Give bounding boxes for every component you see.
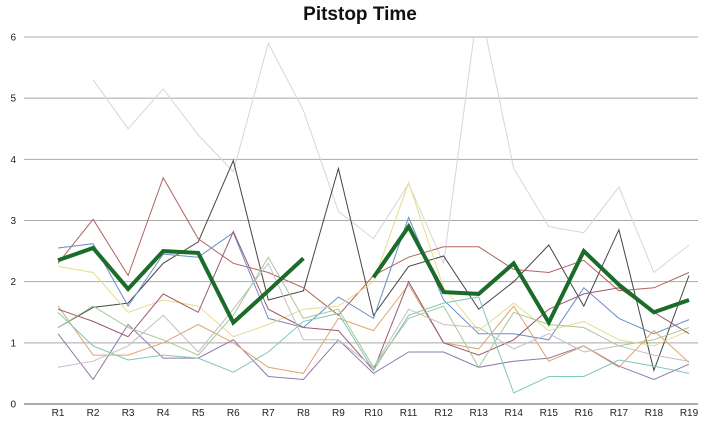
x-tick-label: R3: [122, 408, 135, 419]
series-line-8: [57, 230, 690, 372]
y-tick-label: 0: [10, 400, 16, 411]
x-tick-label: R11: [400, 408, 418, 419]
x-tick-label: R10: [364, 408, 383, 419]
x-tick-label: R6: [227, 408, 240, 419]
grid-layer: [24, 36, 698, 405]
chart-title: Pitstop Time: [303, 4, 417, 25]
x-tick-label: R17: [610, 408, 629, 419]
y-tick-label: 6: [10, 33, 16, 44]
series-line-2: [57, 159, 690, 373]
x-tick-label: R16: [575, 408, 594, 419]
x-tick-label: R1: [52, 408, 65, 419]
series-line-1: [92, 36, 690, 274]
x-tick-label: R8: [297, 408, 310, 419]
y-tick-label: 1: [10, 338, 16, 349]
x-tick-label: R9: [332, 408, 345, 419]
x-tick-label: R2: [87, 408, 100, 419]
series-line-3: [57, 176, 690, 316]
y-tick-label: 3: [10, 216, 16, 227]
x-tick-label: R13: [469, 408, 488, 419]
series-line-5: [57, 216, 690, 341]
axis-layer: 0 1 2 3 4 5 6 R1 R2 R3 R4 R5 R6 R7 R8 R9 R10 R11 R12 R13 R14…: [10, 33, 698, 420]
x-tick-label: R19: [680, 408, 699, 419]
x-tick-label: R12: [434, 408, 453, 419]
series-line-11: [57, 256, 690, 369]
y-tick-label: 2: [10, 277, 16, 288]
y-tick-label: 4: [10, 155, 16, 166]
y-tick-label: 5: [10, 94, 16, 105]
x-tick-label: R5: [192, 408, 205, 419]
x-tick-label: R7: [262, 408, 275, 419]
series-line-9: [57, 296, 690, 394]
series-line-7: [57, 283, 690, 374]
series-line-6: [57, 181, 690, 347]
series-layer: [57, 36, 690, 394]
x-tick-label: R4: [157, 408, 170, 419]
x-tick-label: R14: [505, 408, 524, 419]
x-tick-label: R15: [540, 408, 559, 419]
series-line-highlight: [57, 222, 690, 327]
x-tick-label: R18: [645, 408, 664, 419]
